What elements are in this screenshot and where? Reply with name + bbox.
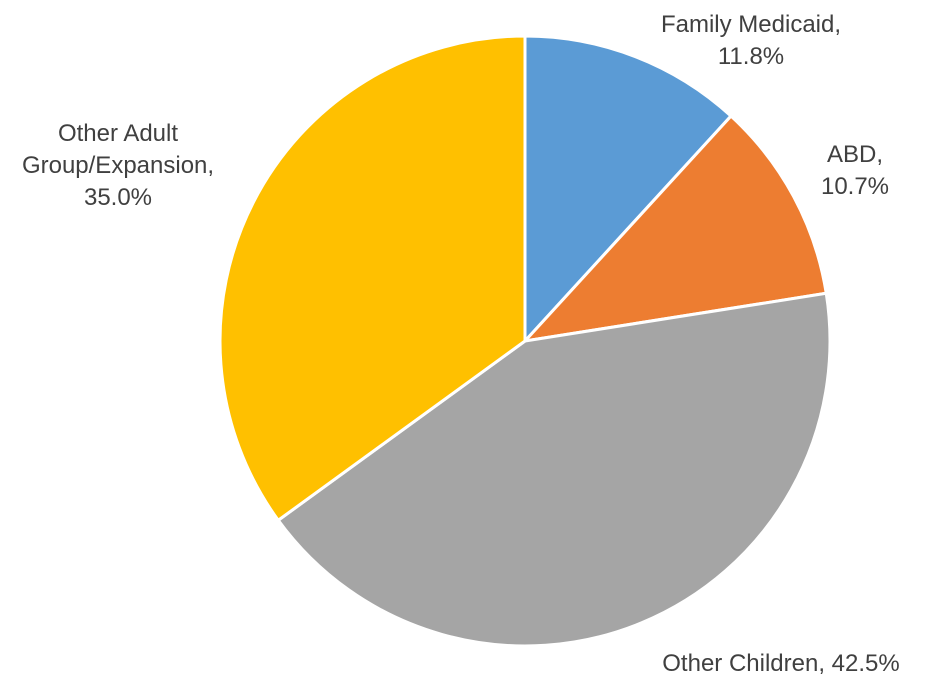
data-label-line: 10.7%: [821, 173, 889, 200]
data-label-line: Other Children, 42.5%: [662, 650, 899, 677]
data-label-line: ABD,: [827, 141, 883, 168]
data-label-line: 35.0%: [84, 184, 152, 211]
data-label-other-children: Other Children, 42.5%: [662, 650, 899, 677]
data-label-line: Group/Expansion,: [22, 152, 214, 179]
data-label-line: Other Adult: [58, 120, 178, 147]
pie-slice-abd: [523, 114, 828, 343]
slices-layer: [218, 34, 832, 648]
pie-slice-other-children: [276, 291, 832, 648]
labels-layer: Family Medicaid, 11.8% ABD, 10.7% Other Chil…: [22, 11, 900, 677]
data-label-abd: ABD, 10.7%: [821, 141, 889, 200]
data-label-family-medicaid: Family Medicaid, 11.8%: [661, 11, 841, 70]
data-label-line: 11.8%: [718, 43, 784, 70]
pie-slice-other-adult-group-expansion: [218, 34, 527, 522]
pie-slice-family-medicaid: [523, 34, 733, 343]
data-label-other-adult-group-expansion: Other Adult Group/Expansion, 35.0%: [22, 120, 214, 211]
data-label-line: Family Medicaid,: [661, 11, 841, 38]
